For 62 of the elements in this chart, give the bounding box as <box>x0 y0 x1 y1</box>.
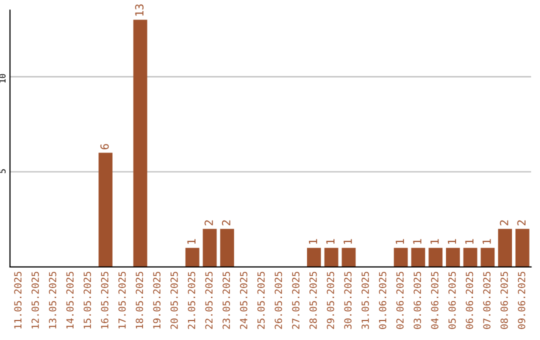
data-label: 2 <box>222 220 230 226</box>
bar <box>515 228 530 267</box>
x-tick-label: 23.05.2025 <box>222 272 230 329</box>
x-tick-label: 29.05.2025 <box>326 272 334 329</box>
data-label: 1 <box>430 239 439 244</box>
x-tick-label: 25.05.2025 <box>257 272 265 329</box>
x-tick-label: 14.05.2025 <box>66 272 74 328</box>
bar <box>428 248 443 267</box>
data-label: 1 <box>308 239 318 244</box>
bar <box>133 20 148 267</box>
data-label: 13 <box>135 4 144 16</box>
x-tick-label: 22.05.2025 <box>205 272 213 329</box>
x-tick-label: 18.05.2025 <box>136 272 144 328</box>
data-label: 1 <box>448 239 456 244</box>
bar <box>394 248 408 267</box>
x-tick-label: 13.05.2025 <box>48 272 56 328</box>
data-label: 1 <box>396 239 404 244</box>
data-label: 1 <box>344 239 352 244</box>
bar <box>480 248 495 267</box>
data-label: 2 <box>500 220 508 226</box>
bar <box>307 248 321 267</box>
x-tick-label: 27.05.2025 <box>292 272 300 329</box>
x-tick-label: 17.05.2025 <box>118 272 126 328</box>
bar <box>324 248 338 267</box>
data-label: 1 <box>326 239 334 244</box>
x-tick-label: 19.05.2025 <box>153 272 160 328</box>
bar <box>220 228 234 267</box>
x-tick-label: 09.06.2025 <box>518 272 526 329</box>
data-label: 1 <box>413 239 422 244</box>
x-tick-label: 07.06.2025 <box>483 272 491 329</box>
x-tick-label: 06.06.2025 <box>466 272 474 329</box>
data-label: 2 <box>517 220 526 226</box>
x-tick-label: 31.05.2025 <box>362 272 369 329</box>
x-tick-label: 28.05.2025 <box>309 272 317 329</box>
bar <box>202 228 217 267</box>
x-tick-label: 26.05.2025 <box>274 272 282 329</box>
bar <box>411 248 426 267</box>
x-tick-label: 21.05.2025 <box>188 272 196 329</box>
bar <box>98 152 112 267</box>
bar <box>185 248 200 267</box>
data-label: 1 <box>482 239 491 244</box>
bar <box>446 248 460 267</box>
x-tick-label: 15.05.2025 <box>84 272 91 328</box>
x-tick-label: 02.06.2025 <box>396 272 404 329</box>
bar <box>498 228 512 267</box>
x-tick-label: 05.06.2025 <box>448 272 456 329</box>
x-tick-label: 01.06.2025 <box>378 272 386 329</box>
x-tick-label: 12.05.2025 <box>32 272 39 328</box>
x-tick-label: 11.05.2025 <box>14 272 22 328</box>
data-label: 2 <box>204 220 213 226</box>
x-tick-label: 03.06.2025 <box>414 272 422 329</box>
x-tick-label: 24.05.2025 <box>240 272 248 329</box>
bar <box>463 248 478 267</box>
data-label: 6 <box>100 144 109 150</box>
x-tick-label: 08.06.2025 <box>500 272 508 329</box>
bar <box>342 248 356 267</box>
x-tick-label: 30.05.2025 <box>344 272 352 329</box>
x-tick-label: 20.05.2025 <box>170 272 178 329</box>
x-tick-label: 04.06.2025 <box>431 272 438 329</box>
x-tick-label: 16.05.2025 <box>101 272 108 328</box>
data-label: 1 <box>187 239 196 244</box>
data-label: 1 <box>465 239 474 244</box>
